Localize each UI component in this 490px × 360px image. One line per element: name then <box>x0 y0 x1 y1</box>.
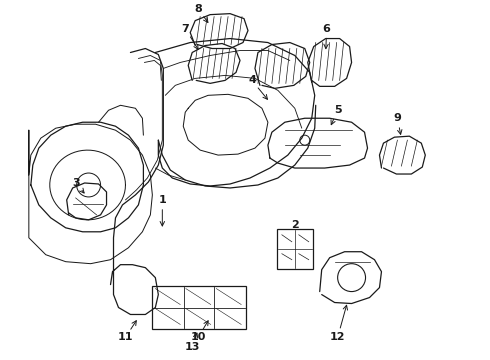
Text: 6: 6 <box>323 24 331 33</box>
Text: 7: 7 <box>181 24 189 33</box>
Text: 11: 11 <box>118 332 133 342</box>
FancyBboxPatch shape <box>152 285 246 329</box>
Text: 2: 2 <box>291 220 299 230</box>
Text: 4: 4 <box>248 75 256 85</box>
Text: 12: 12 <box>330 332 345 342</box>
Text: 13: 13 <box>185 342 200 352</box>
Text: 1: 1 <box>158 195 166 205</box>
Text: 5: 5 <box>334 105 342 115</box>
Text: 9: 9 <box>393 113 401 123</box>
Text: 8: 8 <box>195 4 202 14</box>
FancyBboxPatch shape <box>277 229 313 269</box>
Text: 3: 3 <box>72 178 79 188</box>
Text: 10: 10 <box>191 332 206 342</box>
